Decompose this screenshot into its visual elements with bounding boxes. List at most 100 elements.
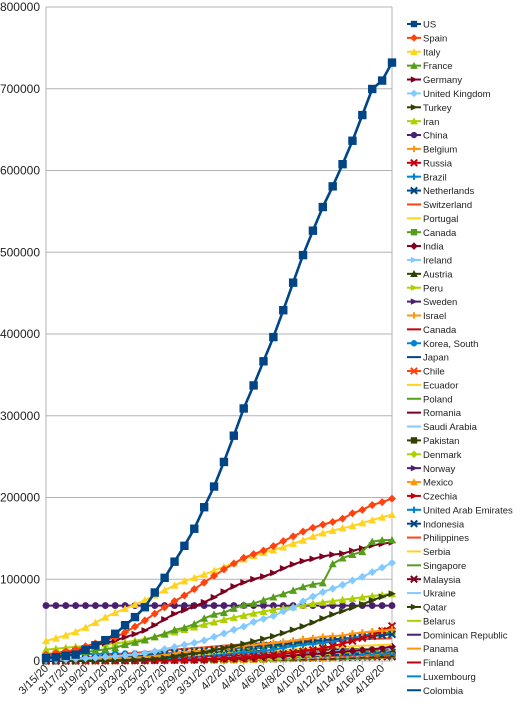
legend-entry: Finland xyxy=(407,658,454,669)
data-point xyxy=(200,570,209,578)
data-point xyxy=(151,602,159,609)
legend-label: Qatar xyxy=(423,603,447,614)
data-point xyxy=(348,550,357,558)
data-point xyxy=(130,600,139,608)
legend-label: Canada xyxy=(423,325,457,336)
data-point xyxy=(358,646,367,655)
data-point xyxy=(101,645,110,653)
data-point xyxy=(279,607,288,616)
data-point xyxy=(190,655,199,664)
data-point xyxy=(308,645,318,655)
legend-entry: Belgium xyxy=(407,145,457,156)
data-point xyxy=(288,278,298,287)
data-point xyxy=(240,649,248,656)
data-point xyxy=(279,564,288,572)
data-point xyxy=(269,593,278,601)
data-point xyxy=(199,503,209,512)
data-point xyxy=(410,173,418,180)
legend-label: Colombia xyxy=(423,686,464,697)
legend-entry: Israel xyxy=(407,311,446,322)
data-point xyxy=(249,652,258,661)
data-point xyxy=(318,579,327,587)
legend-label: Netherlands xyxy=(423,186,474,197)
legend-entry: United Kingdom xyxy=(407,89,491,100)
data-point xyxy=(260,647,267,655)
data-point xyxy=(410,34,418,42)
data-point xyxy=(61,631,70,639)
data-point xyxy=(81,645,90,655)
data-point xyxy=(260,635,268,643)
data-point xyxy=(229,604,238,612)
data-point xyxy=(378,536,387,544)
data-point xyxy=(269,542,278,551)
data-point xyxy=(299,557,308,565)
data-point xyxy=(259,607,268,615)
legend-entry: Iran xyxy=(407,117,439,128)
legend-label: Romania xyxy=(423,408,462,419)
legend-entry: Colombia xyxy=(407,686,464,697)
legend-entry: Netherlands xyxy=(407,186,474,197)
data-point xyxy=(348,136,357,145)
data-point xyxy=(410,89,418,98)
data-point xyxy=(170,643,179,652)
data-point xyxy=(410,117,418,125)
data-point xyxy=(210,593,219,601)
data-point xyxy=(141,627,149,634)
y-tick-label: 500000 xyxy=(0,245,40,259)
legend-label: Luxembourg xyxy=(423,672,476,683)
data-point xyxy=(130,650,139,659)
legend-label: Portugal xyxy=(423,214,458,225)
data-point xyxy=(279,306,288,315)
data-point xyxy=(72,602,80,609)
data-point xyxy=(298,647,308,656)
data-point xyxy=(319,614,327,622)
y-tick-label: 200000 xyxy=(0,491,40,505)
legend-entry: Poland xyxy=(407,394,453,405)
data-point xyxy=(328,641,337,651)
data-point xyxy=(410,47,418,55)
data-point xyxy=(377,76,387,85)
data-point xyxy=(378,602,386,609)
data-point xyxy=(410,20,418,28)
legend-label: Ireland xyxy=(423,256,452,267)
data-point xyxy=(101,602,109,609)
data-point xyxy=(249,609,258,617)
data-point xyxy=(81,654,90,663)
data-point xyxy=(289,648,298,657)
legend-entry: Chile xyxy=(407,367,445,378)
data-point xyxy=(229,625,238,634)
data-point xyxy=(279,638,287,646)
data-point xyxy=(328,597,337,605)
data-point xyxy=(298,250,308,260)
data-point xyxy=(249,381,258,390)
data-point xyxy=(111,643,120,652)
legend-label: Brazil xyxy=(423,172,447,183)
data-point xyxy=(210,602,218,609)
legend-label: Belgium xyxy=(423,145,457,156)
data-point xyxy=(388,626,396,633)
data-point xyxy=(209,654,219,663)
data-point xyxy=(180,640,189,649)
data-point xyxy=(378,513,387,521)
data-point xyxy=(410,506,418,513)
data-point xyxy=(161,654,169,662)
data-point xyxy=(328,559,337,568)
data-point xyxy=(299,635,307,643)
data-point xyxy=(358,634,367,643)
legend-entry: Luxembourg xyxy=(407,672,476,683)
data-point xyxy=(240,579,248,586)
legend-entry: Turkey xyxy=(407,103,452,114)
data-point xyxy=(410,284,418,291)
data-point xyxy=(161,615,169,623)
data-point xyxy=(260,602,267,609)
series-italy xyxy=(42,510,396,645)
data-point xyxy=(358,518,367,527)
legend-entry: Sweden xyxy=(407,297,457,308)
data-point xyxy=(229,613,238,621)
data-point xyxy=(289,532,298,541)
legend-label: Finland xyxy=(423,658,454,669)
legend-entry: Philippines xyxy=(407,533,469,544)
data-point xyxy=(111,602,119,609)
data-point xyxy=(190,620,199,628)
legend: US Spain Italy France Germany United Kingdom T… xyxy=(407,20,513,697)
